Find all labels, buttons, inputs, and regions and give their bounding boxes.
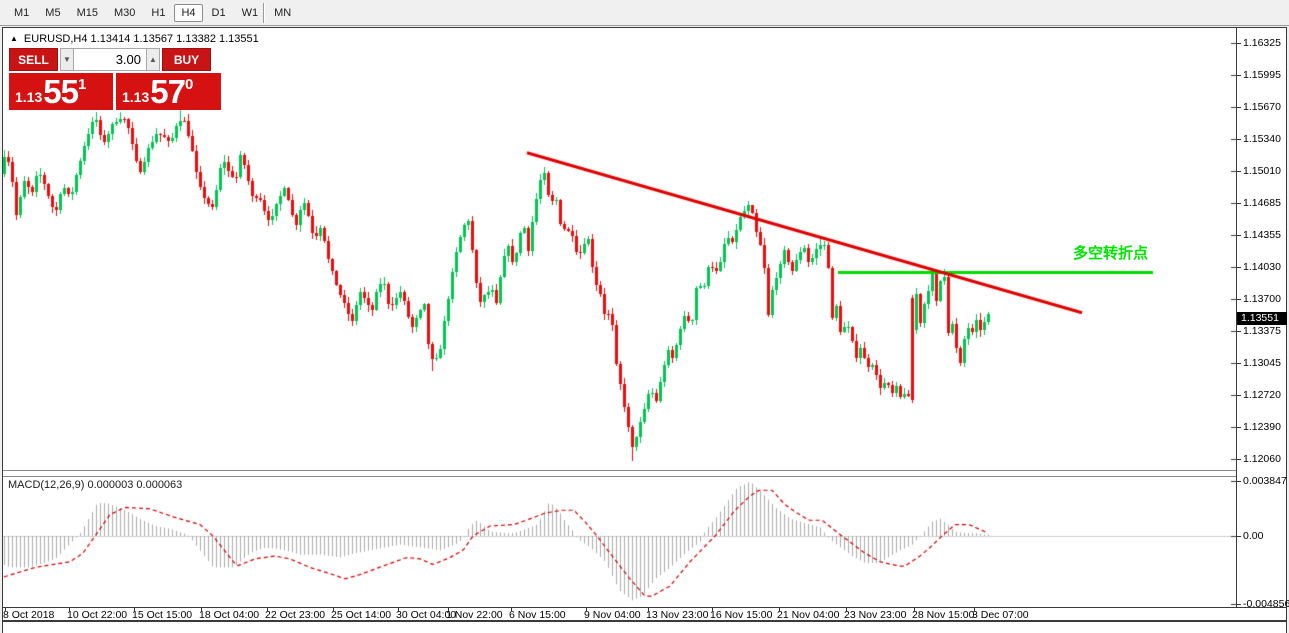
time-axis-label: 13 Nov 23:00: [646, 609, 709, 621]
time-axis-label: 22 Oct 23:00: [265, 609, 326, 621]
macd-axis-label: 0.00: [1236, 530, 1264, 542]
time-tick: [974, 608, 975, 611]
current-price-badge: 1.13551: [1237, 312, 1287, 325]
price-axis-label: 1.15010: [1237, 165, 1281, 177]
time-axis-label: 3 Dec 07:00: [972, 609, 1029, 621]
one-click-trade-panel: SELL ▼ ▲ BUY 1.13 55 1 1.13 57 0: [9, 48, 223, 110]
time-axis-label: 15 Oct 15:00: [132, 609, 193, 621]
time-axis[interactable]: 8 Oct 2018 10 Oct 22:00 15 Oct 15:00 18 Oct…: [3, 607, 1286, 621]
subwindow-splitter[interactable]: [3, 476, 1286, 477]
volume-input[interactable]: [74, 48, 146, 71]
time-axis-label: 10 Oct 22:00: [67, 609, 128, 621]
sell-price-tile[interactable]: 1.13 55 1: [9, 73, 113, 110]
timeframe-button-M30[interactable]: M30: [113, 7, 136, 19]
timeframe-button-H1[interactable]: H1: [151, 7, 166, 19]
time-tick: [779, 608, 780, 611]
price-axis-label: 1.12720: [1237, 389, 1281, 401]
subwindow-splitter[interactable]: [3, 470, 1286, 471]
bottom-panel: [2, 621, 1287, 633]
toolbar-separator: [263, 3, 264, 23]
time-axis-label: 6 Nov 15:00: [509, 609, 566, 621]
chart-header: ▲ EURUSD,H4 1.13414 1.13567 1.13382 1.135…: [10, 33, 259, 45]
chart-window: ▲ EURUSD,H4 1.13414 1.13567 1.13382 1.135…: [2, 27, 1289, 621]
price-chart-canvas[interactable]: [3, 28, 1236, 608]
time-axis-label: 28 Nov 15:00: [912, 609, 975, 621]
price-axis-label: 1.13700: [1237, 293, 1281, 305]
buy-button[interactable]: BUY: [162, 48, 211, 71]
time-axis-label: 16 Nov 15:00: [710, 609, 773, 621]
price-axis-label: 1.15995: [1237, 69, 1281, 81]
price-axis-label: 1.15670: [1237, 101, 1281, 113]
macd-axis-label: 0.003847: [1237, 475, 1287, 487]
annotation-label: 多空转折点: [1073, 245, 1149, 262]
price-axis-label: 1.12060: [1237, 453, 1281, 465]
timeframe-button-H4[interactable]: H4: [174, 4, 203, 22]
time-tick: [267, 608, 268, 611]
time-axis-label: 1 Nov 22:00: [446, 609, 503, 621]
time-tick: [846, 608, 847, 611]
collapse-arrow-icon[interactable]: ▲: [10, 34, 18, 43]
time-tick: [914, 608, 915, 611]
time-axis-label: 30 Oct 04:00: [396, 609, 457, 621]
time-tick: [134, 608, 135, 611]
time-tick: [586, 608, 587, 611]
time-axis-label: 8 Oct 2018: [3, 609, 55, 621]
time-tick: [448, 608, 449, 611]
time-tick: [333, 608, 334, 611]
time-axis-label: 23 Nov 23:00: [844, 609, 907, 621]
timeframe-button-D1[interactable]: D1: [211, 7, 226, 19]
time-axis-label: 18 Oct 04:00: [199, 609, 260, 621]
time-tick: [648, 608, 649, 611]
buy-price-pip: 0: [184, 76, 194, 93]
buy-price-main: 57: [150, 73, 186, 110]
volume-increase-button[interactable]: ▲: [146, 48, 160, 71]
timeframe-buttons: M1 M5 M15 M30 H1 H4 D1 W1 MN: [6, 1, 299, 25]
volume-decrease-button[interactable]: ▼: [60, 48, 74, 71]
spinner-down-icon: ▼: [63, 55, 71, 64]
chart-title: EURUSD,H4 1.13414 1.13567 1.13382 1.1355…: [23, 33, 259, 45]
timeframe-button-M1[interactable]: M1: [14, 7, 30, 19]
timeframe-button-MN[interactable]: MN: [274, 7, 292, 19]
time-axis-label: 21 Nov 04:00: [777, 609, 840, 621]
sell-price-main: 55: [43, 73, 79, 110]
buy-price-prefix: 1.13: [122, 89, 150, 105]
price-axis-label: 1.13375: [1237, 325, 1281, 337]
time-tick: [712, 608, 713, 611]
timeframe-button-W1[interactable]: W1: [241, 7, 259, 19]
price-axis-label: 1.15340: [1237, 133, 1281, 145]
price-axis-label: 1.16325: [1237, 37, 1281, 49]
buy-price-tile[interactable]: 1.13 57 0: [116, 73, 221, 110]
price-axis[interactable]: 1.16325 1.15995 1.15670 1.15340 1.15010 1.146…: [1236, 28, 1289, 610]
time-tick: [5, 608, 6, 611]
macd-indicator-label: MACD(12,26,9) 0.000003 0.000063: [8, 479, 183, 491]
timeframe-button-M5[interactable]: M5: [45, 7, 61, 19]
time-tick: [201, 608, 202, 611]
price-axis-label: 1.14030: [1237, 261, 1281, 273]
sell-button[interactable]: SELL: [9, 48, 58, 71]
price-axis-label: 1.14355: [1237, 229, 1281, 241]
timeframe-button-M15[interactable]: M15: [76, 7, 98, 19]
sell-price-prefix: 1.13: [15, 89, 43, 105]
sell-price-pip: 1: [77, 76, 87, 93]
time-tick: [69, 608, 70, 611]
time-tick: [398, 608, 399, 611]
time-axis-label: 9 Nov 04:00: [584, 609, 641, 621]
time-tick: [511, 608, 512, 611]
time-axis-label: 25 Oct 14:00: [331, 609, 392, 621]
timeframe-toolbar: M1 M5 M15 M30 H1 H4 D1 W1 MN: [0, 0, 1289, 26]
price-axis-label: 1.12390: [1237, 421, 1281, 433]
price-axis-label: 1.13045: [1237, 357, 1281, 369]
spinner-up-icon: ▲: [149, 55, 157, 64]
price-axis-label: 1.14685: [1237, 197, 1281, 209]
